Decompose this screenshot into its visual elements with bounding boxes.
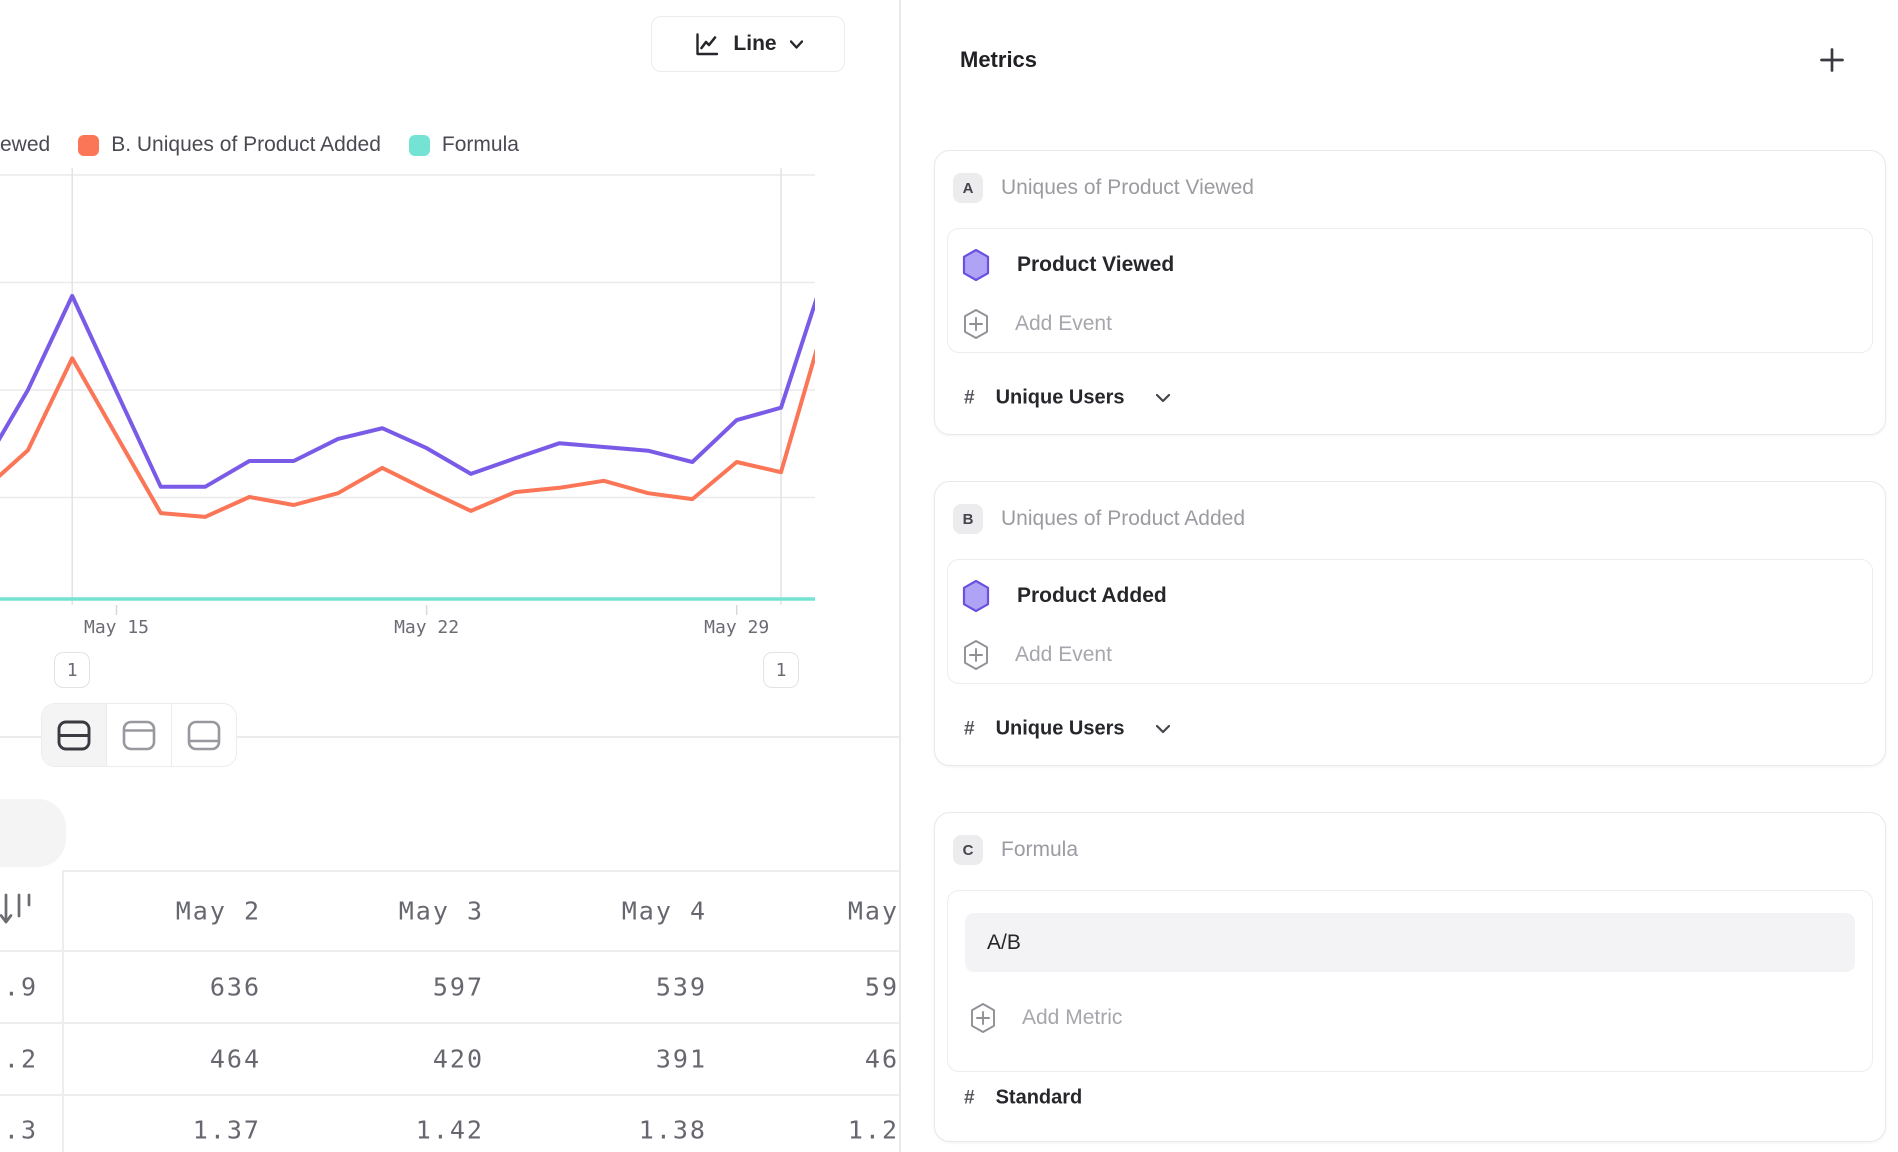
metrics-panel-title: Metrics: [960, 47, 1038, 72]
metric-event-box: Product Added Add Event: [947, 559, 1873, 684]
table-cell: 464: [209, 1044, 261, 1073]
measure-label: Unique Users: [995, 386, 1125, 409]
table-top-border: [62, 870, 899, 872]
event-name: Product Viewed: [1017, 253, 1175, 276]
measure-selector[interactable]: # Unique Users: [964, 718, 1170, 741]
panel-divider: [899, 0, 901, 1152]
add-event-label: Add Event: [1015, 643, 1112, 666]
event-name: Product Added: [1017, 584, 1167, 607]
chart-type-button[interactable]: Line: [651, 16, 845, 72]
event-row[interactable]: Product Added: [961, 579, 1167, 613]
legend-swatch: [78, 134, 100, 156]
chevron-down-icon: [1155, 393, 1170, 403]
annotation-badge[interactable]: 1: [54, 652, 91, 688]
legend-item-label: B. Uniques of Product Added: [111, 133, 381, 156]
measure-selector[interactable]: # Standard: [964, 1087, 1082, 1110]
metric-badge: A: [953, 173, 983, 203]
add-event-label: Add Event: [1015, 312, 1112, 335]
row-separator: [0, 1094, 899, 1096]
frozen-column-divider: [62, 870, 64, 1152]
chevron-down-icon: [789, 39, 803, 49]
table-cell: 420: [432, 1044, 484, 1073]
metric-card-b: B Uniques of Product Added Product Added …: [934, 481, 1886, 766]
view-toggle-split[interactable]: [42, 704, 106, 766]
column-header[interactable]: May: [847, 896, 899, 926]
view-toggle-table-only[interactable]: [171, 704, 236, 766]
x-axis-label: May 22: [394, 617, 460, 638]
left-cut-control[interactable]: [0, 799, 66, 867]
add-metric-plus-icon[interactable]: [1820, 48, 1844, 72]
frozen-cell-fragment: .3: [3, 1115, 38, 1144]
legend-item[interactable]: ewed: [0, 133, 50, 157]
metric-event-box: Product Viewed Add Event: [947, 228, 1873, 353]
event-hexagon-icon: [962, 579, 990, 613]
x-axis-label: May 29: [704, 617, 770, 638]
add-metric-button[interactable]: Add Metric: [969, 1002, 1122, 1034]
view-toggle-group: [41, 703, 237, 767]
view-toggle-chart-only[interactable]: [106, 704, 171, 766]
add-metric-label: Add Metric: [1022, 1006, 1123, 1029]
column-header[interactable]: May 4: [621, 896, 707, 926]
hash-icon: #: [964, 718, 975, 739]
legend-item-label: Formula: [441, 133, 519, 156]
table-cell: 636: [209, 972, 261, 1002]
formula-input[interactable]: A/B: [965, 913, 1855, 972]
chart-type-label: Line: [733, 32, 777, 55]
table-cell: 59: [864, 972, 899, 1002]
event-hexagon-icon: [962, 248, 990, 282]
legend-item[interactable]: Formula: [408, 133, 519, 157]
table-cell: 1.2: [847, 1115, 899, 1144]
table-cell: 1.38: [638, 1115, 707, 1144]
table-cell: 597: [432, 972, 484, 1002]
frozen-cell-fragment: .9: [3, 972, 38, 1002]
add-event-button[interactable]: Add Event: [962, 639, 1112, 671]
chart-legend: ewed B. Uniques of Product Added Formula: [0, 132, 519, 158]
chevron-down-icon: [1155, 724, 1170, 734]
hexagon-plus-icon: [964, 309, 988, 339]
column-header[interactable]: May 3: [398, 896, 484, 926]
frozen-cell-fragment: .2: [3, 1044, 38, 1073]
row-separator: [0, 950, 899, 952]
hash-icon: #: [964, 1087, 975, 1108]
annotation-badge[interactable]: 1: [763, 652, 799, 688]
column-header[interactable]: May 2: [175, 896, 261, 926]
metric-card-title: Formula: [1001, 838, 1079, 861]
series-line-a: [0, 293, 815, 489]
x-axis-label: May 15: [83, 617, 150, 638]
metric-badge: B: [953, 504, 983, 534]
add-event-button[interactable]: Add Event: [962, 308, 1112, 340]
metric-card-c: C Formula A/B Add Metric # Standard: [934, 812, 1886, 1142]
table-cell: 539: [655, 972, 707, 1002]
table-cell: 391: [655, 1044, 707, 1073]
table-cell: 1.37: [192, 1115, 261, 1144]
measure-label: Unique Users: [995, 717, 1125, 740]
metric-card-a: A Uniques of Product Viewed Product Viewe…: [934, 150, 1886, 435]
table-cell: 1.42: [415, 1115, 484, 1144]
measure-selector[interactable]: # Unique Users: [964, 387, 1170, 410]
row-separator: [0, 1022, 899, 1024]
series-line-b: [0, 348, 815, 519]
event-row[interactable]: Product Viewed: [961, 248, 1174, 282]
metric-formula-box: A/B Add Metric: [947, 890, 1873, 1072]
chart-plot[interactable]: [0, 160, 825, 622]
metric-card-title: Uniques of Product Viewed: [1001, 176, 1254, 199]
metric-badge: C: [953, 835, 983, 865]
legend-swatch: [408, 134, 430, 156]
section-divider: [0, 736, 899, 738]
hexagon-plus-icon: [971, 1003, 995, 1033]
measure-label: Standard: [995, 1086, 1083, 1109]
table-view-icon: [187, 720, 221, 750]
hash-icon: #: [964, 387, 975, 408]
line-chart-icon: [696, 32, 719, 55]
sort-descending-icon[interactable]: [0, 892, 34, 930]
chart-view-icon: [122, 720, 156, 750]
table-cell: 46: [864, 1044, 899, 1073]
split-view-icon: [57, 720, 91, 750]
legend-item-label: ewed: [0, 133, 51, 156]
legend-item[interactable]: B. Uniques of Product Added: [78, 133, 381, 157]
metric-card-title: Uniques of Product Added: [1001, 507, 1246, 530]
hexagon-plus-icon: [964, 640, 988, 670]
